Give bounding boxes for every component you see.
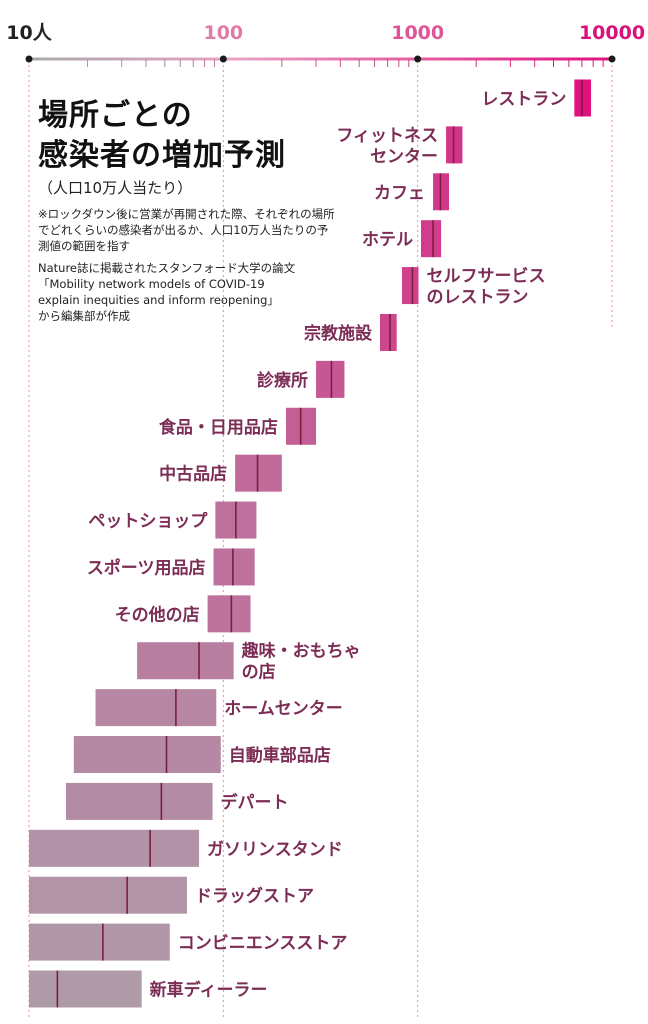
- category-label: 自動車部品店: [229, 745, 331, 766]
- category-label: セルフサービス: [427, 267, 546, 287]
- category-label: ペットショップ: [88, 511, 208, 532]
- category-label: 新車ディーラー: [150, 980, 268, 1001]
- category-label: センター: [370, 147, 438, 167]
- range-bar: [380, 313, 397, 351]
- range-bar: [235, 454, 282, 492]
- axis-tick-label: 1000: [391, 22, 444, 44]
- category-label: 食品・日用品店: [159, 417, 278, 438]
- category-label: ドラッグストア: [195, 886, 314, 907]
- axis-tick-dot: [414, 55, 422, 63]
- category-label: カフェ: [374, 183, 425, 203]
- chart-title-line-2: 感染者の増加予測: [38, 138, 286, 173]
- category-label: ガソリンスタンド: [207, 840, 343, 860]
- category-label: ホームセンター: [224, 699, 342, 719]
- axis-tick-dot: [219, 55, 227, 63]
- range-bar: [213, 548, 255, 586]
- range-bar: [29, 970, 142, 1008]
- axis-line: [29, 57, 612, 61]
- range-bar: [316, 360, 345, 398]
- category-label: その他の店: [115, 604, 200, 625]
- range-bar: [65, 782, 213, 820]
- range-bar: [420, 220, 442, 258]
- axis-tick-dot: [25, 55, 33, 63]
- chart-note: ※ロックダウン後に営業が再開された際、それぞれの場所でどれくらいの感染者が出るか…: [38, 207, 335, 253]
- chart-subtitle: （人口10万人当たり）: [38, 179, 193, 197]
- range-bar: [73, 736, 221, 774]
- category-label: 中古品店: [159, 464, 227, 485]
- category-label: のレストラン: [427, 288, 529, 308]
- source-line-4: から編集部が作成: [38, 309, 130, 323]
- category-label: ホテル: [362, 230, 413, 250]
- source-line-1: Nature誌に掲載されたスタンフォード大学の論文: [38, 261, 296, 275]
- category-label: 診療所: [257, 370, 308, 391]
- category-label: レストラン: [481, 90, 566, 110]
- range-bar: [29, 923, 170, 961]
- source-line-2: 「Mobility network models of COVID-19: [38, 277, 265, 291]
- source-note: Nature誌に掲載されたスタンフォード大学の論文 「Mobility netw…: [38, 260, 338, 324]
- category-label: コンビニエンスストア: [178, 934, 348, 954]
- axis-tick-label: 100: [203, 22, 243, 44]
- category-label: 宗教施設: [304, 323, 373, 344]
- axis: 10人 100 1000 10000: [6, 22, 645, 67]
- bars: レストランフィットネスセンターカフェホテルセルフサービスのレストラン宗教施設診療…: [29, 79, 592, 1008]
- range-bar: [29, 829, 200, 867]
- range-bar: [137, 642, 234, 680]
- category-label: フィットネス: [336, 126, 438, 146]
- category-label: デパート: [221, 792, 289, 813]
- range-bar: [29, 876, 187, 914]
- range-bar: [207, 595, 251, 633]
- category-label: の店: [242, 662, 276, 683]
- source-line-3: explain inequities and inform reopening」: [38, 293, 279, 307]
- guide-lines: [28, 65, 613, 1018]
- axis-tick-dot: [608, 55, 616, 63]
- category-label: スポーツ用品店: [87, 557, 206, 578]
- range-bar: [401, 267, 419, 305]
- title-block: 場所ごとの 感染者の増加予測 （人口10万人当たり） ※ロックダウン後に営業が再…: [38, 96, 338, 324]
- chart-title-line-1: 場所ごとの: [38, 98, 193, 133]
- axis-tick-label: 10000: [579, 22, 645, 44]
- axis-tick-label: 10人: [6, 22, 52, 44]
- category-label: 趣味・おもちゃ: [241, 641, 361, 662]
- range-bar: [95, 689, 217, 727]
